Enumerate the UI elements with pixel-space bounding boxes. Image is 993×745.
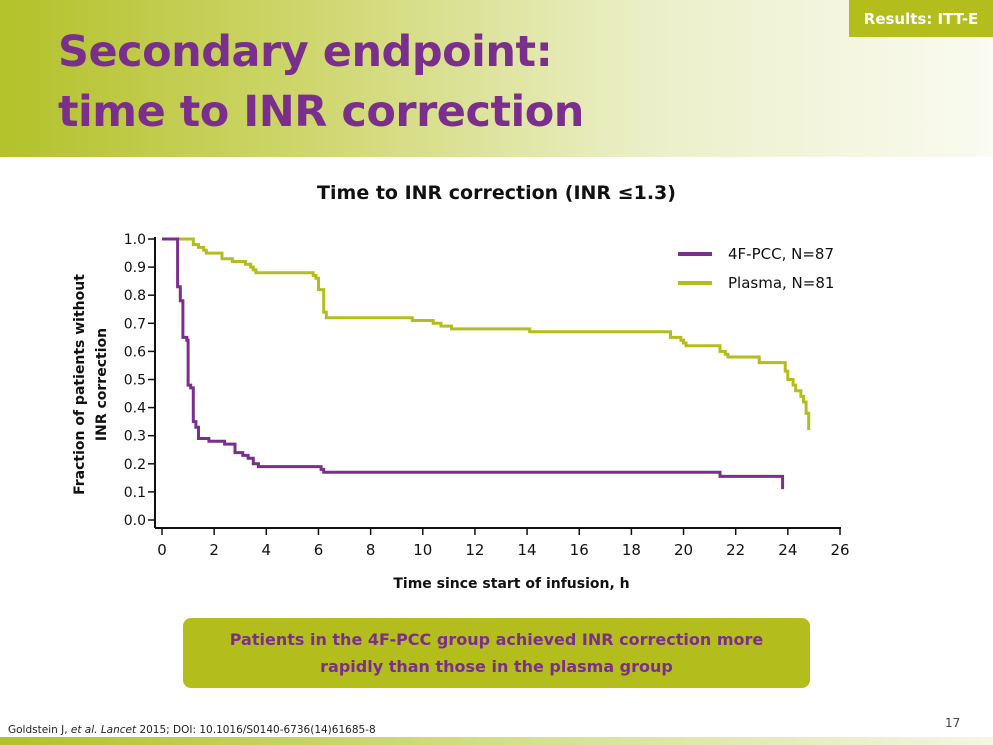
- y-tick-label: 0.5: [124, 373, 146, 389]
- x-tick-label: 14: [518, 541, 537, 559]
- legend-label-plasma: Plasma, N=81: [728, 274, 834, 292]
- y-tick-label: 0.7: [124, 316, 146, 332]
- y-tick-label: 0.1: [124, 485, 146, 501]
- legend-label-4f-pcc: 4F-PCC, N=87: [728, 245, 834, 263]
- chart-axes: [148, 237, 841, 535]
- y-tick-label: 0.8: [124, 288, 146, 304]
- x-tick-label: 24: [778, 541, 797, 559]
- y-axis-label-line-1: Fraction of patients without: [72, 274, 88, 495]
- reference-authors: Goldstein J,: [8, 724, 71, 736]
- y-tick-label: 0.6: [124, 344, 146, 360]
- x-tick-label: 6: [314, 541, 324, 559]
- x-tick-label: 0: [157, 541, 167, 559]
- callout-line-2: rapidly than those in the plasma group: [320, 657, 673, 676]
- chart-title: Time to INR correction (INR ≤1.3): [317, 182, 676, 204]
- header-band: [0, 0, 993, 157]
- x-tick-label: 16: [570, 541, 589, 559]
- series-line-4f-pcc: [162, 237, 785, 490]
- x-axis-label: Time since start of infusion, h: [393, 576, 629, 592]
- chart-legend: 4F-PCC, N=87 Plasma, N=81: [678, 245, 834, 292]
- x-tick-label: 12: [465, 541, 484, 559]
- y-axis-label-line-2: INR correction: [94, 328, 110, 441]
- citation-reference: Goldstein J, et al. Lancet 2015; DOI: 10…: [8, 724, 376, 736]
- callout-line-1: Patients in the 4F-PCC group achieved IN…: [229, 630, 764, 649]
- y-tick-label: 0.9: [124, 260, 146, 276]
- x-tick-label: 18: [622, 541, 641, 559]
- footer-band: [0, 737, 993, 745]
- series-line-plasma: [162, 237, 811, 431]
- x-tick-label: 26: [830, 541, 849, 559]
- chart-axis-labels: 0 2 4 6 8 10 12 14 16 18 20 22 24 260.00.10.20.30.40.…: [72, 232, 850, 592]
- reference-journal: et al. Lancet: [70, 724, 137, 736]
- y-tick-label: 1.0: [124, 232, 146, 248]
- y-tick-label: 0.2: [124, 457, 146, 473]
- chart-series-layer: [162, 237, 811, 490]
- page-number: 17: [945, 716, 961, 730]
- results-badge: Results: ITT-E: [849, 0, 993, 37]
- slide-title-line-1: Secondary endpoint:: [58, 27, 553, 77]
- x-tick-label: 10: [413, 541, 432, 559]
- reference-doi: 2015; DOI: 10.1016/S0140-6736(14)61685-8: [136, 724, 376, 736]
- y-tick-label: 0.0: [124, 513, 146, 529]
- y-tick-label: 0.4: [124, 401, 146, 417]
- key-finding-callout: Patients in the 4F-PCC group achieved IN…: [183, 618, 810, 688]
- x-tick-label: 4: [262, 541, 272, 559]
- x-tick-label: 2: [209, 541, 219, 559]
- slide-title: Secondary endpoint: time to INR correcti…: [58, 22, 584, 142]
- slide-title-line-2: time to INR correction: [58, 87, 584, 137]
- x-tick-label: 20: [674, 541, 693, 559]
- y-tick-label: 0.3: [124, 429, 146, 445]
- x-tick-label: 22: [726, 541, 745, 559]
- x-tick-label: 8: [366, 541, 376, 559]
